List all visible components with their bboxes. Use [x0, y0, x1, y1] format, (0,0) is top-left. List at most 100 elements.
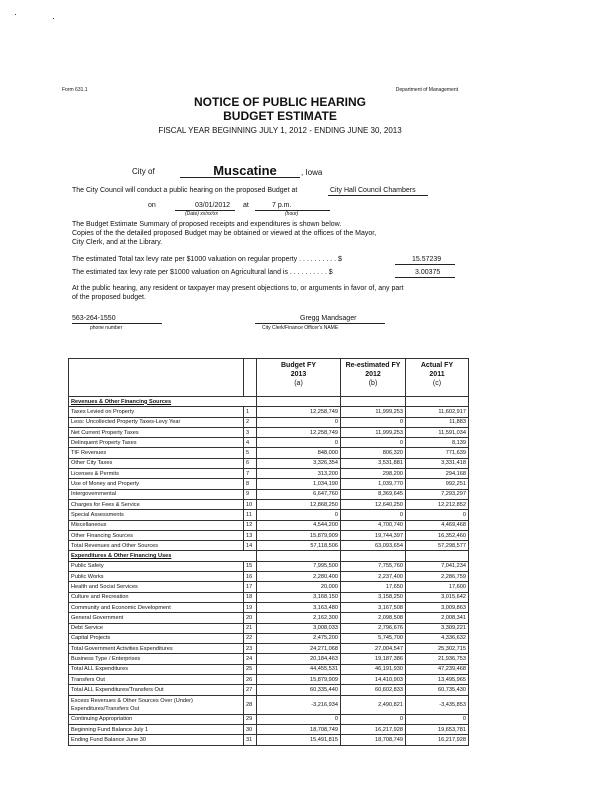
underline	[395, 277, 455, 278]
amount: 44,455,531	[256, 663, 341, 676]
scan-mark: ·	[52, 13, 55, 23]
scan-mark: ·	[14, 9, 17, 19]
table-row: Taxes Levied on Property 1 12,258,749 11,99…	[68, 406, 469, 418]
amount: 3,326,354	[256, 457, 341, 470]
location: City Hall Council Chambers	[330, 187, 416, 194]
row-label: Excess Revenues & Other Sources Over (Un…	[68, 694, 244, 715]
amount: 4,336,632	[405, 632, 469, 645]
table-row: Charges for Fees & Service 10 12,868,250 12…	[68, 498, 469, 511]
table-row: Community and Economic Development 19 3,16…	[68, 601, 469, 614]
amount: 20,184,463	[256, 653, 341, 665]
column-header: Actual FY 2011 (c)	[405, 358, 469, 397]
line-number: 28	[243, 694, 257, 715]
amount: 2,796,676	[340, 622, 406, 634]
amount: 2,008,341	[405, 612, 469, 624]
amount: 11,999,253	[340, 406, 406, 418]
levy-value: 15.57239	[412, 256, 442, 263]
underline	[395, 264, 455, 265]
amount: 27,004,547	[340, 643, 406, 655]
amount: 1,034,190	[256, 478, 341, 490]
amount: 57,118,506	[256, 540, 341, 552]
row-label: Charges for Fees & Service	[68, 498, 244, 511]
row-label: Total Government Activities Expenditures	[68, 643, 244, 655]
date: 03/01/2012	[195, 202, 231, 209]
paragraph: Copies of the the detailed proposed Budg…	[72, 230, 377, 237]
empty-cell	[256, 550, 341, 562]
table-row: Continuing Appropriation 29 0 0 0	[68, 713, 469, 725]
column-header: Re-estimated FY 2012 (b)	[340, 358, 406, 397]
time-caption: (hour)	[285, 211, 299, 217]
row-label: Debt Service	[68, 622, 244, 634]
column-header-line: 2012	[365, 371, 381, 378]
row-label: General Government	[68, 612, 244, 624]
table-row: Other City Taxes 6 3,326,354 3,531,881 3,331…	[68, 457, 469, 470]
at: at	[243, 202, 249, 209]
amount: 0	[256, 437, 341, 449]
phone-caption: phone number	[90, 325, 123, 331]
amount: 57,298,577	[405, 540, 469, 552]
line-number: 4	[243, 437, 257, 449]
row-label: Culture and Recreation	[68, 591, 244, 603]
line-number: 6	[243, 457, 257, 470]
table-row: Special Assessments 11 0 0 0	[68, 509, 469, 521]
amount: 15,879,909	[256, 674, 341, 686]
amount: 5,745,700	[340, 632, 406, 645]
table-row: Less: Uncollected Property Taxes-Levy Ye…	[68, 416, 469, 428]
table-row: Public Works 16 2,280,400 2,237,400 2,286,75…	[68, 571, 469, 583]
line-number: 27	[243, 684, 257, 696]
row-label: Total Revenues and Other Sources	[68, 540, 244, 552]
table-row: Net Current Property Taxes 3 12,258,749 11,…	[68, 426, 469, 439]
column-header-line: Actual FY	[420, 362, 454, 369]
line-number: 11	[243, 509, 257, 521]
row-label: Public Works	[68, 571, 244, 583]
row-label: Special Assessments	[68, 509, 244, 521]
paragraph: The Budget Estimate Summary of proposed …	[72, 221, 342, 228]
amount: 0	[340, 437, 406, 449]
amount: 17,600	[405, 581, 469, 593]
amount: 12,868,250	[256, 498, 341, 511]
row-label: Other Financing Sources	[68, 529, 244, 542]
amount: 20,000	[256, 581, 341, 593]
row-label: Use of Money and Property	[68, 478, 244, 490]
amount: 12,640,250	[340, 498, 406, 511]
line-number: 24	[243, 653, 257, 665]
levy-text: The estimated Total tax levy rate per $1…	[72, 256, 342, 263]
line-number: 8	[243, 478, 257, 490]
amount: 3,531,881	[340, 457, 406, 470]
budget-table: Budget FY 2013 (a) Re-estimated FY 2012 (b) Ac…	[68, 358, 469, 746]
amount: 992,251	[405, 478, 469, 490]
table-row: Culture and Recreation 18 3,168,150 3,158,2…	[68, 591, 469, 603]
amount: 0	[340, 713, 406, 725]
amount: 3,015,642	[405, 591, 469, 603]
line-number: 19	[243, 601, 257, 614]
line-number: 29	[243, 713, 257, 725]
amount: 60,602,833	[340, 684, 406, 696]
line-number: 26	[243, 674, 257, 686]
amount: 16,217,928	[405, 734, 469, 746]
row-label: Business Type / Enterprises	[68, 653, 244, 665]
blank-header	[243, 358, 257, 397]
amount: 294,168	[405, 468, 469, 480]
amount: 3,331,418	[405, 457, 469, 470]
table-row: Delinquent Property Taxes 4 0 0 8,139	[68, 437, 469, 449]
line-number: 9	[243, 488, 257, 500]
amount: 3,008,033	[256, 622, 341, 634]
levy-text: The estimated tax levy rate per $1000 va…	[72, 269, 333, 276]
underline	[175, 210, 235, 211]
table-row: Beginning Fund Balance July 1 30 18,708,74…	[68, 723, 469, 736]
line-number: 5	[243, 447, 257, 459]
amount: 60,335,440	[256, 684, 341, 696]
form-number: Form 631.1	[62, 87, 88, 93]
amount: 3,309,221	[405, 622, 469, 634]
table-row: Other Financing Sources 13 15,879,909 19,74…	[68, 529, 469, 542]
underline	[180, 177, 300, 178]
row-label: Ending Fund Balance June 30	[68, 734, 244, 746]
amount: 21,936,753	[405, 653, 469, 665]
amount: -3,435,853	[405, 694, 469, 715]
row-label: Licenses & Permits	[68, 468, 244, 480]
column-header-line: (a)	[294, 380, 303, 387]
amount: 16,352,460	[405, 529, 469, 542]
line-number: 2	[243, 416, 257, 428]
row-label: Taxes Levied on Property	[68, 406, 244, 418]
